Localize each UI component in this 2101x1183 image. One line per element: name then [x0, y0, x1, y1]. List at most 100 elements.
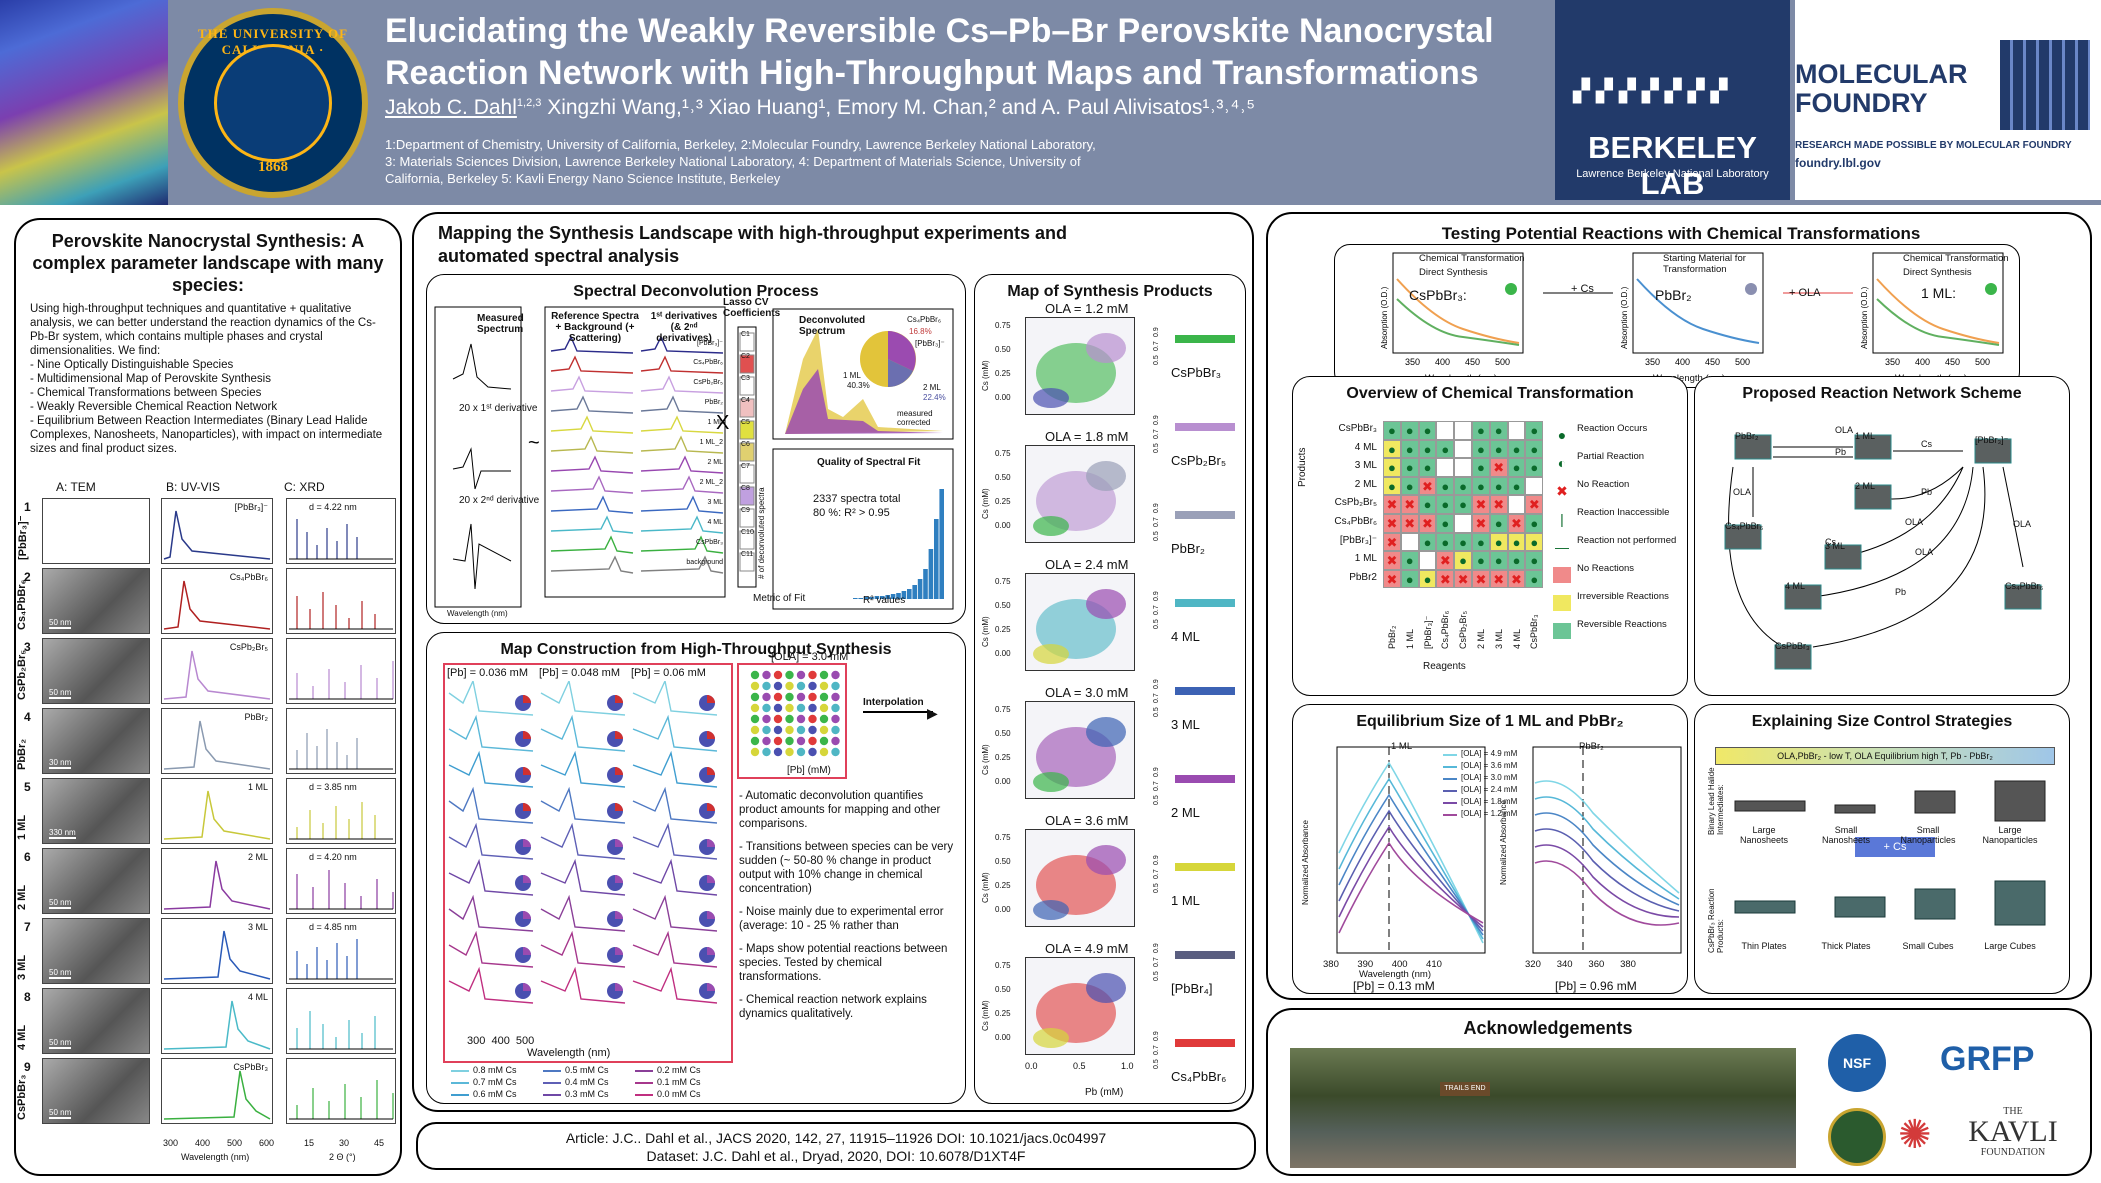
- uv-spectrum: CsPb₂Br₅: [161, 638, 273, 704]
- grid-cell: ✖: [1472, 495, 1490, 514]
- legend-swatch: [1443, 814, 1457, 816]
- xrd-xlabel: 2 Θ (°): [329, 1152, 356, 1162]
- grid-cell: ●: [1489, 439, 1508, 459]
- grid-legend-item: — Reaction not performed: [1553, 535, 1683, 561]
- deconvoluted-fill-2ml: [785, 369, 943, 434]
- grid-cell: ●: [1400, 476, 1419, 496]
- other-authors: Xingzhi Wang,¹˒³ Xiao Huang¹, Emory M. C…: [541, 96, 1256, 119]
- network-edge-label: OLA: [1905, 517, 1924, 527]
- network-subpanel: Proposed Reaction Network Scheme PbBr₂ 1 …: [1694, 376, 2070, 696]
- uv-line: [163, 790, 271, 840]
- network-edge-label: Pb: [1835, 447, 1847, 457]
- xrd-curve: [289, 1011, 393, 1050]
- grid-cell: ●: [1400, 569, 1419, 589]
- sample-dot: [785, 725, 794, 735]
- berkeley-lab-name: BERKELEY LAB: [1588, 130, 1757, 201]
- size-row2-item: Large Cubes: [1984, 941, 2036, 951]
- legend-symbol: |: [1560, 511, 1564, 527]
- size-row1-item: Large Nanoparticles: [1982, 825, 2038, 845]
- reference-curves: [550, 335, 724, 574]
- cbar-tick: 0.5: [1153, 1059, 1160, 1069]
- reference-label: CsPbBr₃: [696, 539, 723, 546]
- network-node-label: Cs₄PbBr₆: [1725, 521, 1764, 531]
- uv-line: [163, 650, 271, 700]
- colorbar: [1175, 599, 1235, 607]
- title-line-2: Reaction Network with High-Throughput Ma…: [385, 54, 1479, 92]
- cbar-tick: 0.7: [1153, 605, 1160, 615]
- colorbar: [1175, 863, 1235, 871]
- grid-legend-item: ✖ No Reaction: [1553, 479, 1683, 505]
- network-edge-label: Cs: [1921, 439, 1932, 449]
- legend-swatch: [635, 1094, 653, 1096]
- pie-slice: [615, 695, 623, 703]
- grid-cell: ✖: [1489, 458, 1508, 477]
- legend-symbol: ✖: [1556, 483, 1568, 499]
- grid-cell: ●: [1418, 532, 1437, 552]
- group-photo-image: TRAILS END: [1290, 1048, 1796, 1168]
- berkeley-lab-bars-icon: ▞▞▞▞▞▞▞: [1573, 78, 1734, 103]
- grid-cell: ✖: [1383, 532, 1401, 552]
- grid-legend-item: Irreversible Reactions: [1553, 591, 1683, 617]
- pie-slice: [615, 839, 623, 847]
- row-number: 8: [24, 990, 31, 1004]
- cbar-tick: 0.5: [1153, 531, 1160, 541]
- sample-dot: [808, 681, 817, 691]
- mf-tagline: RESEARCH MADE POSSIBLE BY MOLECULAR FOUN…: [1795, 140, 2072, 151]
- grid-cell: ●: [1489, 514, 1508, 533]
- legend-swatch: [543, 1082, 561, 1084]
- eq-legend-item: [OLA] = 3.0 mM: [1443, 773, 1533, 785]
- eq-curve-1ml: [1338, 793, 1484, 936]
- first-author: Jakob C. Dahl: [385, 96, 517, 119]
- map-ytick: 0.25: [995, 753, 1011, 762]
- tr-xtick: 350: [1645, 357, 1660, 367]
- spectrum-line: [632, 714, 718, 752]
- pie-slice: [523, 695, 531, 703]
- article-citation[interactable]: Article: J.C.. Dahl et al., JACS 2020, 1…: [565, 1130, 1107, 1146]
- overview-title: Overview of Chemical Transformation: [1346, 385, 1634, 402]
- legend-label: 0.4 mM Cs: [565, 1077, 609, 1087]
- coefficient-cell: [739, 530, 755, 550]
- reference-curve: [550, 395, 634, 414]
- intermediate-nanocrystal: [1994, 780, 2046, 822]
- grid-cell: ●: [1525, 551, 1544, 570]
- size-control-subpanel: Explaining Size Control Strategies OLA,P…: [1694, 704, 2070, 994]
- row-species: PbBr₂: [16, 738, 28, 770]
- grid-cell: ✖: [1472, 569, 1490, 589]
- sample-dot: [785, 714, 794, 724]
- middle-panel: Mapping the Synthesis Landscape with hig…: [412, 212, 1254, 1112]
- reference-curve: [550, 435, 634, 454]
- grid-cell: ●: [1436, 532, 1455, 552]
- legend-label: 0.6 mM Cs: [473, 1089, 517, 1099]
- legend-text: Irreversible Reactions: [1577, 591, 1669, 602]
- legend-swatch: [635, 1082, 653, 1084]
- pie-slice: [615, 803, 623, 811]
- uv-label: [PbBr₃]⁻: [234, 502, 268, 512]
- dataset-citation[interactable]: Dataset: J.C. Dahl et al., Dryad, 2020, …: [646, 1148, 1026, 1164]
- interpolation-arrow: [863, 711, 933, 713]
- histogram-bar: [896, 593, 901, 599]
- sample-dot: [831, 703, 840, 713]
- plus-cs-arrow: + Cs: [1855, 837, 1935, 857]
- uv-label: PbBr₂: [244, 712, 268, 722]
- equilibrium-title: Equilibrium Size of 1 ML and PbBr₂: [1356, 713, 1624, 730]
- colorbar: [1175, 687, 1235, 695]
- tem-image: 330 nm: [42, 778, 150, 844]
- map-ylabel: Cs (mM): [981, 744, 990, 775]
- cbar-tick: 0.9: [1153, 679, 1160, 689]
- legend-swatch: [1443, 766, 1457, 768]
- grid-cell: ●: [1383, 421, 1401, 440]
- eq-curve-1ml: [1338, 841, 1484, 934]
- overview-col-labels: PbBr₂ 1 ML [PbBr₃]⁻ Cs₄PbBr₆ CsPb₂Br₅ 2 ML 3 M…: [1383, 595, 1553, 655]
- cbar-tick: 0.5: [1153, 619, 1160, 629]
- deconv-wavelength-label: Wavelength (nm): [447, 609, 508, 618]
- bullet-item: - Noise mainly due to experimental error…: [739, 906, 944, 932]
- coefficient-label: C6: [741, 441, 750, 448]
- pie-slice: [523, 803, 531, 811]
- edge: [1812, 466, 1986, 648]
- row-number: 5: [24, 780, 31, 794]
- plus-ola-label: + OLA: [1789, 287, 1821, 299]
- sample-dot: [750, 692, 760, 702]
- pie-slice: [615, 911, 623, 919]
- sample-dot: [808, 703, 817, 713]
- grid-cell: ●: [1436, 439, 1455, 459]
